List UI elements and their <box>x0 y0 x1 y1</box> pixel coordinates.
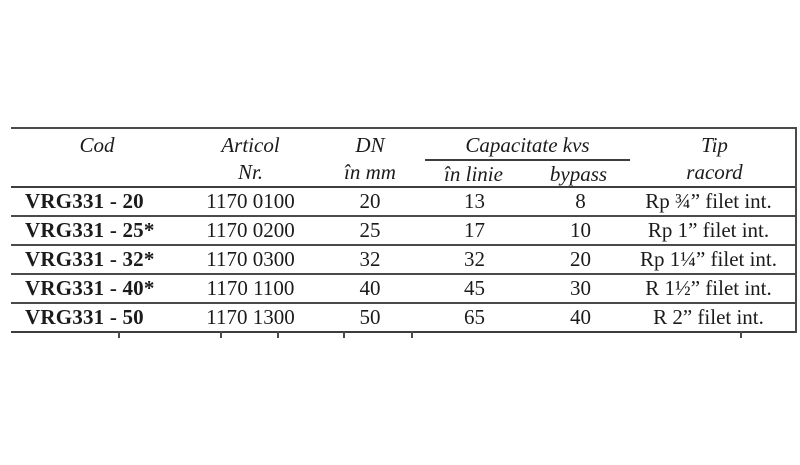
cell-kvs-in-linie: 65 <box>464 305 485 329</box>
valve-spec-table: Cod Articol Nr. DN în mm Capacitate kvs … <box>11 127 797 333</box>
cell-kvs-bypass: 10 <box>570 218 591 242</box>
cell-tip-racord: R 2” filet int. <box>653 305 764 329</box>
cell-kvs-bypass: 30 <box>570 276 591 300</box>
column-header-tip-line2: racord <box>686 160 743 184</box>
column-header-capacitate-kvs: Capacitate kvs în linie bypass <box>422 132 634 188</box>
cell-tip-racord: Rp 1¼” filet int. <box>639 247 778 271</box>
cell-dn: 20 <box>359 189 381 213</box>
cell-kvs-bypass: 8 <box>575 189 586 213</box>
table-row: VRG331 - 40* 1170 1100 40 45 30 R 1½” fi… <box>11 275 795 304</box>
cell-cod: VRG331 - 50 <box>25 305 144 329</box>
column-header-bypass: bypass <box>549 162 608 186</box>
column-header-cod: Cod <box>11 132 183 188</box>
cell-cod: VRG331 - 32* <box>25 247 155 271</box>
column-header-articol: Articol Nr. <box>183 132 318 188</box>
column-header-capacitate-kvs-label: Capacitate kvs <box>425 132 630 161</box>
column-header-dn-line1: DN <box>355 133 385 157</box>
table-row: VRG331 - 20 1170 0100 20 13 8 Rp ¾” file… <box>11 188 795 217</box>
cell-articol-nr: 1170 1300 <box>206 305 295 329</box>
capacitate-subcolumns: în linie bypass <box>422 161 634 188</box>
column-header-cod-label: Cod <box>79 133 115 157</box>
cell-dn: 50 <box>359 305 381 329</box>
cell-kvs-bypass: 20 <box>570 247 591 271</box>
cell-kvs-in-linie: 32 <box>464 247 485 271</box>
cell-kvs-in-linie: 17 <box>464 218 485 242</box>
column-header-dn: DN în mm <box>318 132 422 188</box>
column-header-articol-line2: Nr. <box>237 160 264 184</box>
cell-tip-racord: R 1½” filet int. <box>645 276 772 300</box>
cutoff-border-tick <box>277 331 279 338</box>
table-header-row: Cod Articol Nr. DN în mm Capacitate kvs … <box>11 127 795 188</box>
cell-kvs-in-linie: 13 <box>464 189 485 213</box>
table-row: VRG331 - 32* 1170 0300 32 32 20 Rp 1¼” f… <box>11 246 795 275</box>
column-header-tip-line1: Tip <box>701 133 728 157</box>
cell-dn: 32 <box>359 247 381 271</box>
cutoff-border-tick <box>118 331 120 338</box>
cutoff-border-tick <box>343 331 345 338</box>
cell-kvs-bypass: 40 <box>570 305 591 329</box>
cell-cod: VRG331 - 40* <box>25 276 155 300</box>
cutoff-border-tick <box>220 331 222 338</box>
column-header-articol-line1: Articol <box>221 133 280 157</box>
cell-articol-nr: 1170 0300 <box>206 247 295 271</box>
cutoff-border-tick <box>411 331 413 338</box>
cell-tip-racord: Rp ¾” filet int. <box>645 189 772 213</box>
cell-kvs-in-linie: 45 <box>464 276 485 300</box>
cell-articol-nr: 1170 0100 <box>206 189 295 213</box>
cell-tip-racord: Rp 1” filet int. <box>647 218 770 242</box>
table-row: VRG331 - 50 1170 1300 50 65 40 R 2” file… <box>11 304 795 333</box>
column-header-dn-line2: în mm <box>344 160 396 184</box>
cell-dn: 40 <box>359 276 381 300</box>
cell-cod: VRG331 - 20 <box>25 189 144 213</box>
table-row: VRG331 - 25* 1170 0200 25 17 10 Rp 1” fi… <box>11 217 795 246</box>
cell-cod: VRG331 - 25* <box>25 218 155 242</box>
cell-articol-nr: 1170 1100 <box>206 276 295 300</box>
column-header-tip-racord: Tip racord <box>634 132 795 188</box>
column-header-in-linie: în linie <box>444 162 503 186</box>
cell-dn: 25 <box>359 218 381 242</box>
cell-articol-nr: 1170 0200 <box>206 218 295 242</box>
cutoff-border-tick <box>740 331 742 338</box>
